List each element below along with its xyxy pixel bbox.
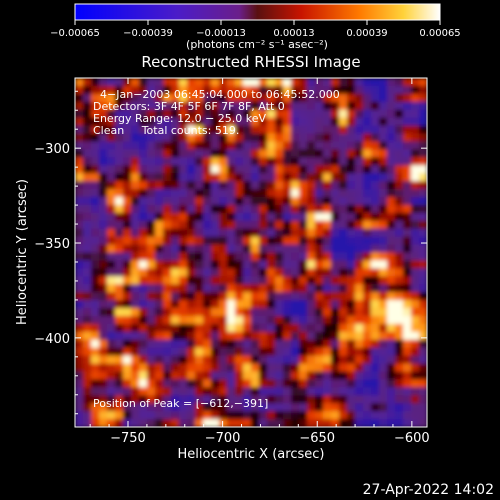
y-axis: −300 −350 −400 [34, 90, 427, 415]
y-axis-label: Heliocentric Y (arcsec) [15, 179, 30, 325]
peak-position-label: Position of Peak = [−612,−391] [93, 397, 268, 410]
chart-title: Reconstructed RHESSI Image [141, 53, 360, 71]
y-tick-label: −400 [34, 332, 70, 347]
x-tick-label: −750 [110, 431, 146, 446]
x-axis-label: Heliocentric X (arcsec) [178, 447, 325, 462]
annotation-detectors: Detectors: 3F 4F 5F 6F 7F 8F, Att 0 [93, 100, 285, 113]
x-tick-label: −650 [299, 431, 335, 446]
colorbar [74, 3, 441, 21]
colorbar-tick-label: 0.00013 [273, 28, 314, 39]
annotation-time-range: 4−Jan−2003 06:45:04.000 to 06:45:52.000 [100, 88, 340, 101]
annotation-energy-range: Energy Range: 12.0 − 25.0 keV [93, 112, 267, 125]
colorbar-tick-label: −0.00013 [196, 28, 246, 39]
y-tick-label: −300 [34, 142, 70, 157]
annotation-clean-counts: Clean Total counts: 519. [93, 124, 239, 137]
x-tick-label: −600 [394, 431, 430, 446]
y-tick-label: −350 [34, 237, 70, 252]
observation-annotations: 4−Jan−2003 06:45:04.000 to 06:45:52.000 … [93, 88, 340, 137]
colorbar-tick-label: 0.00039 [346, 28, 387, 39]
plot-frame [74, 77, 428, 428]
x-tick-label: −700 [205, 431, 241, 446]
colorbar-units-label: (photons cm⁻² s⁻¹ asec⁻²) [186, 38, 328, 51]
colorbar-tick-label: −0.00065 [50, 28, 100, 39]
heatmap-image [75, 78, 427, 427]
colorbar-tick-label: −0.00039 [123, 28, 173, 39]
x-axis: −750 −700 −650 −600 [89, 78, 430, 446]
colorbar-tick-label: 0.00065 [419, 28, 460, 39]
footer-date: 27-Apr-2022 14:02 [363, 482, 494, 498]
colorbar-ticks: −0.00065 −0.00039 −0.00013 0.00013 0.00039 0.… [50, 20, 461, 39]
